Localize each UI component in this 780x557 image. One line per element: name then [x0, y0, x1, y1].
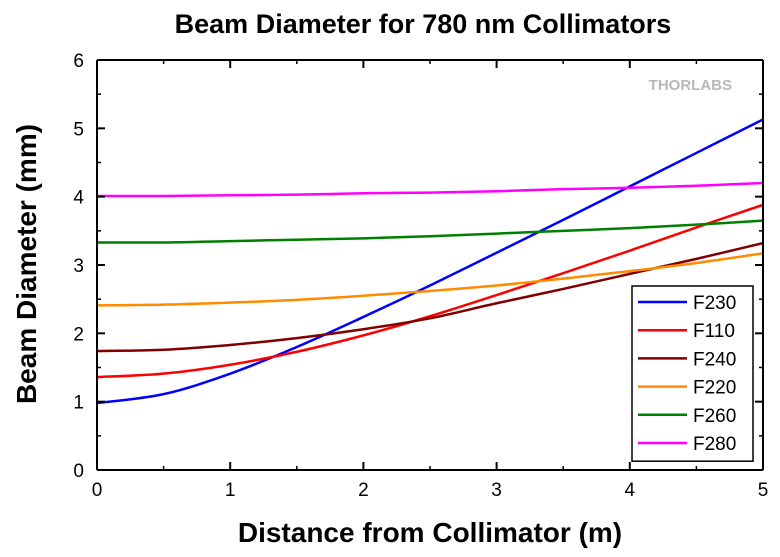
- x-tick-label: 5: [758, 480, 769, 501]
- series-line-f230: [96, 118, 764, 405]
- series-line-f280: [96, 181, 764, 198]
- legend-label-f220: F220: [693, 378, 736, 399]
- legend-box: [631, 285, 754, 462]
- y-tick-label: 3: [73, 256, 84, 277]
- legend-label-f110: F110: [693, 321, 735, 342]
- ticks: 0 1 2 3 4 5 0 1 2 3 4 5 6: [73, 51, 768, 501]
- y-tick-label: 0: [73, 461, 84, 482]
- y-axis-label: Beam Diameter (mm): [11, 124, 42, 404]
- legend-label-f260: F260: [693, 406, 736, 427]
- series-line-f220: [96, 252, 764, 307]
- plot-lines: [96, 118, 764, 405]
- x-tick-label: 4: [625, 480, 636, 501]
- x-tick-label: 0: [92, 480, 103, 501]
- series-line-f260: [96, 219, 764, 244]
- y-tick-label: 1: [73, 393, 84, 414]
- x-tick-label: 1: [225, 480, 236, 501]
- logo-text: THORLABS: [649, 77, 732, 94]
- legend-label-f230: F230: [693, 293, 736, 314]
- x-tick-label: 2: [358, 480, 369, 501]
- legend-label-f280: F280: [693, 434, 736, 455]
- chart-title: Beam Diameter for 780 nm Collimators: [175, 9, 672, 39]
- thorlabs-logo: THORLABS: [649, 77, 732, 94]
- x-tick-label: 3: [491, 480, 502, 501]
- legend: F230 F110 F240 F220 F260 F280: [631, 285, 754, 462]
- y-tick-label: 5: [73, 119, 84, 140]
- legend-label-f240: F240: [693, 349, 736, 370]
- y-tick-label: 6: [73, 51, 84, 72]
- y-tick-label: 4: [73, 188, 84, 209]
- series-line-f110: [96, 203, 764, 379]
- y-tick-label: 2: [73, 324, 84, 345]
- x-axis-label: Distance from Collimator (m): [238, 517, 622, 548]
